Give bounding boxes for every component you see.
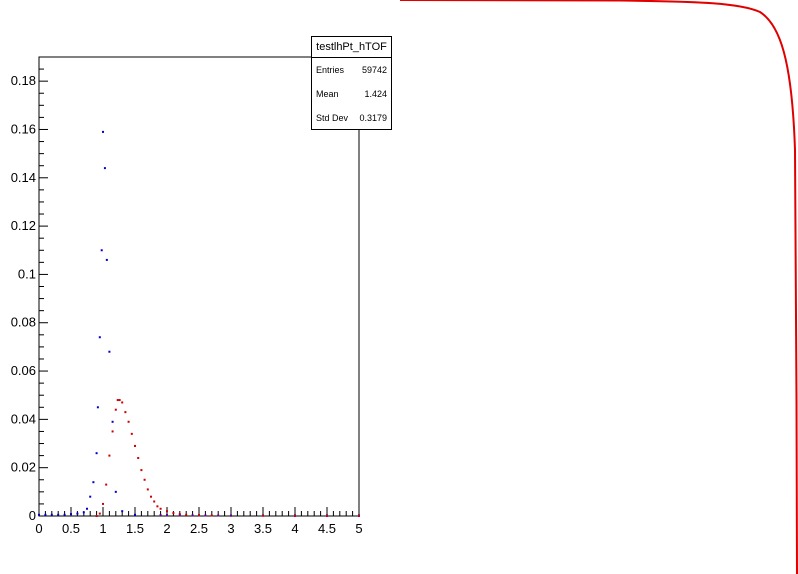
x-tick-label: 3.5	[254, 521, 272, 536]
data-point	[134, 444, 136, 447]
x-tick-label: 3	[227, 521, 234, 536]
data-point	[95, 452, 98, 455]
x-tick-label: 4	[291, 521, 298, 536]
data-point	[44, 513, 47, 516]
data-point	[124, 411, 127, 414]
data-point	[121, 401, 124, 404]
x-tick-label: 1	[99, 521, 106, 536]
data-point	[114, 408, 117, 411]
data-point	[230, 514, 232, 517]
data-point	[150, 495, 152, 498]
data-point	[178, 514, 181, 517]
data-point	[146, 488, 149, 491]
data-point	[140, 469, 143, 472]
stats-label: Std Dev	[316, 113, 349, 123]
data-point	[172, 512, 175, 515]
data-point	[166, 510, 168, 513]
x-tick-label: 5	[355, 521, 362, 536]
y-tick-label: 0	[29, 508, 36, 523]
stats-value: 0.3179	[359, 113, 387, 123]
y-tick-label: 0.16	[11, 121, 36, 136]
data-point	[118, 399, 121, 402]
data-point	[358, 515, 360, 517]
data-point	[262, 514, 264, 517]
data-point	[76, 512, 79, 515]
data-point	[210, 514, 213, 517]
data-point	[326, 515, 328, 517]
y-axis: 0 0.02 0.04 0.06 0.08 0.1 0.12 0.14 0.16 0.18	[11, 56, 48, 523]
data-point	[111, 430, 114, 433]
data-point	[159, 514, 162, 517]
x-axis: 0 0.5 1 1.5 2 2.5 3 3.5 4 4.5 5	[35, 507, 363, 536]
data-point	[96, 406, 99, 409]
y-tick-label: 0.04	[11, 411, 36, 426]
data-point	[178, 513, 181, 516]
data-point	[103, 167, 106, 170]
stats-row-entries: Entries 59742	[312, 58, 391, 82]
y-tick-label: 0.02	[11, 460, 36, 475]
y-tick-label: 0.14	[11, 170, 36, 185]
data-point	[114, 490, 117, 493]
data-point	[130, 432, 133, 435]
data-point	[116, 399, 119, 402]
data-point	[134, 513, 136, 516]
x-tick-label: 4.5	[318, 521, 336, 536]
data-point	[105, 483, 108, 486]
data-point	[92, 481, 95, 484]
data-point	[57, 513, 60, 516]
stats-title: testlhPt_hTOF	[312, 37, 391, 58]
data-point	[100, 249, 103, 252]
data-point	[185, 513, 188, 516]
x-tick-label: 0	[35, 521, 42, 536]
data-point	[95, 515, 98, 517]
stats-value: 1.424	[364, 89, 387, 99]
stats-row-mean: Mean 1.424	[312, 82, 391, 106]
data-point	[105, 258, 108, 261]
x-tick-label: 0.5	[62, 521, 80, 536]
x-tick-label: 1.5	[126, 521, 144, 536]
data-point	[156, 505, 159, 508]
y-tick-label: 0.08	[11, 315, 36, 330]
data-point	[108, 350, 111, 353]
data-points	[38, 130, 360, 517]
x-tick-label: 2	[163, 521, 170, 536]
data-point	[98, 512, 101, 515]
data-point	[63, 513, 66, 516]
data-point	[86, 507, 88, 510]
data-point	[198, 514, 200, 517]
data-point	[159, 507, 162, 510]
data-point	[121, 510, 124, 513]
data-point	[102, 502, 104, 505]
stats-label: Entries	[316, 65, 345, 75]
x-tick-label: 2.5	[190, 521, 208, 536]
data-point	[137, 457, 140, 460]
data-point	[166, 514, 168, 517]
stats-label: Mean	[316, 89, 339, 99]
data-point	[153, 500, 156, 503]
data-point	[50, 513, 53, 516]
data-point	[217, 514, 220, 517]
data-point	[204, 514, 207, 517]
data-point	[191, 514, 194, 517]
stats-box: testlhPt_hTOF Entries 59742 Mean 1.424 S…	[311, 36, 392, 130]
data-point	[294, 515, 296, 517]
y-tick-label: 0.1	[18, 266, 36, 281]
overlay-curve	[399, 0, 798, 574]
data-point	[98, 336, 101, 339]
stats-row-stddev: Std Dev 0.3179	[312, 106, 391, 130]
data-point	[127, 420, 130, 423]
y-tick-label: 0.18	[11, 73, 36, 88]
data-point	[89, 495, 92, 498]
y-tick-label: 0.06	[11, 363, 36, 378]
data-point	[38, 513, 40, 516]
data-point	[82, 511, 85, 514]
data-point	[108, 454, 111, 457]
data-point	[70, 513, 72, 516]
data-point	[143, 478, 146, 481]
stats-value: 59742	[361, 65, 387, 75]
data-point	[102, 130, 104, 133]
data-point	[111, 420, 114, 423]
y-tick-label: 0.12	[11, 218, 36, 233]
